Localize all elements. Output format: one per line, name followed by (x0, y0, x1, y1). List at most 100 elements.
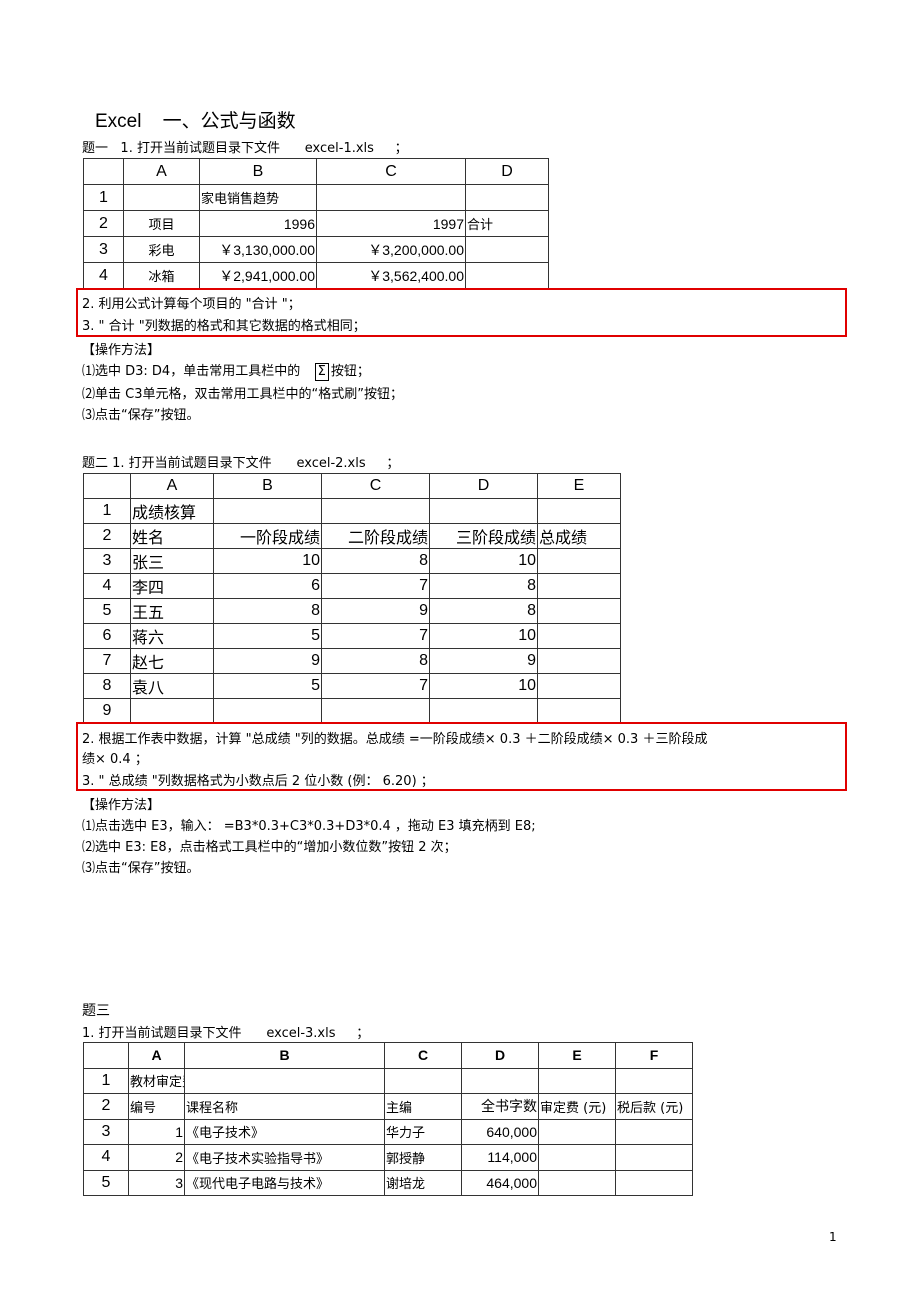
row-number: 5 (83, 1169, 129, 1196)
cell: 编号 (128, 1093, 185, 1120)
q1-step1-text: 1. 打开当前试题目录下文件 (120, 141, 280, 156)
cell: 三阶段成绩 (429, 522, 538, 549)
q1-method-2: ⑵单击 C3单元格，双击常用工具栏中的“格式刷”按钮； (82, 387, 403, 402)
cell: 总成绩 (537, 522, 621, 549)
cell: 《电子技术》 (184, 1118, 385, 1145)
row-number: 3 (83, 236, 124, 263)
column-header-c: C (384, 1042, 462, 1069)
q1-m1-suffix: 按钮； (330, 364, 370, 379)
cell: 10 (429, 622, 538, 649)
row-number: 8 (83, 672, 131, 699)
cell: 7 (321, 622, 430, 649)
column-header-d: D (461, 1042, 539, 1069)
page-number: 1 (829, 1230, 837, 1244)
q3-label: 题三 (82, 1003, 110, 1019)
cell (537, 622, 621, 649)
corner-cell (83, 158, 124, 185)
column-header-d: D (465, 158, 549, 185)
column-header-a: A (128, 1042, 185, 1069)
q2-filename: excel-2.xls (296, 456, 366, 471)
cell: 114,000 (461, 1144, 539, 1171)
cell: 640,000 (461, 1118, 539, 1145)
q2-method-title: 【操作方法】 (82, 798, 161, 813)
cell: 税后款 (元) (615, 1093, 693, 1120)
cell: 9 (213, 647, 322, 674)
cell: 李四 (130, 572, 214, 599)
cell: 6 (213, 572, 322, 599)
cell (465, 184, 549, 211)
column-header-e: E (538, 1042, 616, 1069)
cell (537, 672, 621, 699)
table-row: 9 (83, 697, 621, 724)
cell: 9 (429, 647, 538, 674)
cell (384, 1067, 462, 1094)
cell: 8 (321, 647, 430, 674)
q2-spreadsheet: A B C D E 1 成绩核算 2 姓名 一阶段成绩 二阶段成绩 三阶段成绩 总成绩 3 张三 10 8 10 4… (83, 473, 621, 724)
q1-requirements-box (76, 288, 847, 337)
cell: 8 (429, 572, 538, 599)
table-row: 4 冰箱 ￥2,941,000.00 ￥3,562,400.00 (83, 262, 549, 289)
cell (538, 1144, 616, 1171)
q2-step1: 题二 1. 打开当前试题目录下文件 excel-2.xls ； (82, 452, 399, 471)
table-row: 2 项目 1996 1997 合计 (83, 210, 549, 237)
heading-prefix: Excel (95, 111, 142, 132)
column-header-a: A (130, 473, 214, 499)
row-number: 3 (83, 1118, 129, 1145)
cell: 3 (128, 1169, 185, 1196)
q1-spreadsheet: A B C D 1 家电销售趋势 2 项目 1996 1997 合计 3 彩电 ￥3,130,000.00… (83, 158, 549, 289)
cell: 全书字数 (461, 1093, 539, 1120)
cell (429, 697, 538, 724)
row-number: 4 (83, 262, 124, 289)
table-row: 3 1 《电子技术》 华力子 640,000 (83, 1118, 693, 1145)
table-row: 6 蒋六 5 7 10 (83, 622, 621, 649)
cell: 彩电 (123, 236, 200, 263)
q2-req3: 3. " 总成绩 "列数据格式为小数点后 2 位小数 (例： 6.20) ； (82, 774, 434, 789)
cell: 审定费 (元) (538, 1093, 616, 1120)
corner-cell (83, 473, 131, 499)
cell: 2 (128, 1144, 185, 1171)
q2-method-1: ⑴点击选中 E3，输入： =B3*0.3+C3*0.3+D3*0.4 ，拖动 E… (82, 819, 536, 834)
q1-req2: 2. 利用公式计算每个项目的 "合计 "； (82, 297, 301, 312)
column-header-b: B (213, 473, 322, 499)
row-number: 4 (83, 1144, 129, 1171)
cell: 7 (321, 672, 430, 699)
cell (465, 236, 549, 263)
table-row: 8 袁八 5 7 10 (83, 672, 621, 699)
table-row: 4 2 《电子技术实验指导书》 郭授静 114,000 (83, 1144, 693, 1171)
cell (184, 1067, 385, 1094)
column-header-a: A (123, 158, 200, 185)
q1-filename: excel-1.xls (304, 141, 374, 156)
cell: ￥3,200,000.00 (316, 236, 466, 263)
row-number: 3 (83, 547, 131, 574)
q2-semicolon: ； (386, 456, 400, 471)
cell (537, 597, 621, 624)
q1-m1-text: ⑴选中 D3: D4，单击常用工具栏中的 (82, 364, 301, 379)
table-row: 3 张三 10 8 10 (83, 547, 621, 574)
cell: 8 (429, 597, 538, 624)
sum-icon: Σ (314, 363, 329, 381)
row-number: 2 (83, 522, 131, 549)
heading-title: 一、公式与函数 (162, 111, 296, 132)
column-header-b: B (199, 158, 317, 185)
table-row: 2 编号 课程名称 主编 全书字数 审定费 (元) 税后款 (元) (83, 1093, 693, 1120)
cell: 《电子技术实验指导书》 (184, 1144, 385, 1171)
table-row: 5 3 《现代电子电路与技术》 谢培龙 464,000 (83, 1169, 693, 1196)
q3-spreadsheet: ABCDEF1教材审定费统计表2编号课程名称主编全书字数审定费 (元)税后款 (… (83, 1042, 693, 1196)
q3-step1: 1. 打开当前试题目录下文件 excel-3.xls ； (82, 1022, 369, 1041)
table-row: 2 姓名 一阶段成绩 二阶段成绩 三阶段成绩 总成绩 (83, 522, 621, 549)
table-row: 1教材审定费统计表 (83, 1067, 693, 1094)
q1-label: 题一 (82, 141, 109, 156)
q2-method-3: ⑶点击“保存”按钮。 (82, 861, 200, 876)
cell: 一阶段成绩 (213, 522, 322, 549)
table-row: 1 家电销售趋势 (83, 184, 549, 211)
cell: 1996 (199, 210, 317, 237)
row-number: 6 (83, 622, 131, 649)
q2-step1-text: 题二 1. 打开当前试题目录下文件 (82, 456, 272, 471)
q2-method-2: ⑵选中 E3: E8，点击格式工具栏中的“增加小数位数”按钮 2 次； (82, 840, 457, 855)
row-number: 1 (83, 1067, 129, 1094)
q1-step1: 题一 1. 打开当前试题目录下文件 excel-1.xls ； (82, 137, 408, 156)
cell (461, 1067, 539, 1094)
cell: 教材审定费统计表 (128, 1067, 185, 1094)
cell: 成绩核算 (130, 497, 214, 524)
